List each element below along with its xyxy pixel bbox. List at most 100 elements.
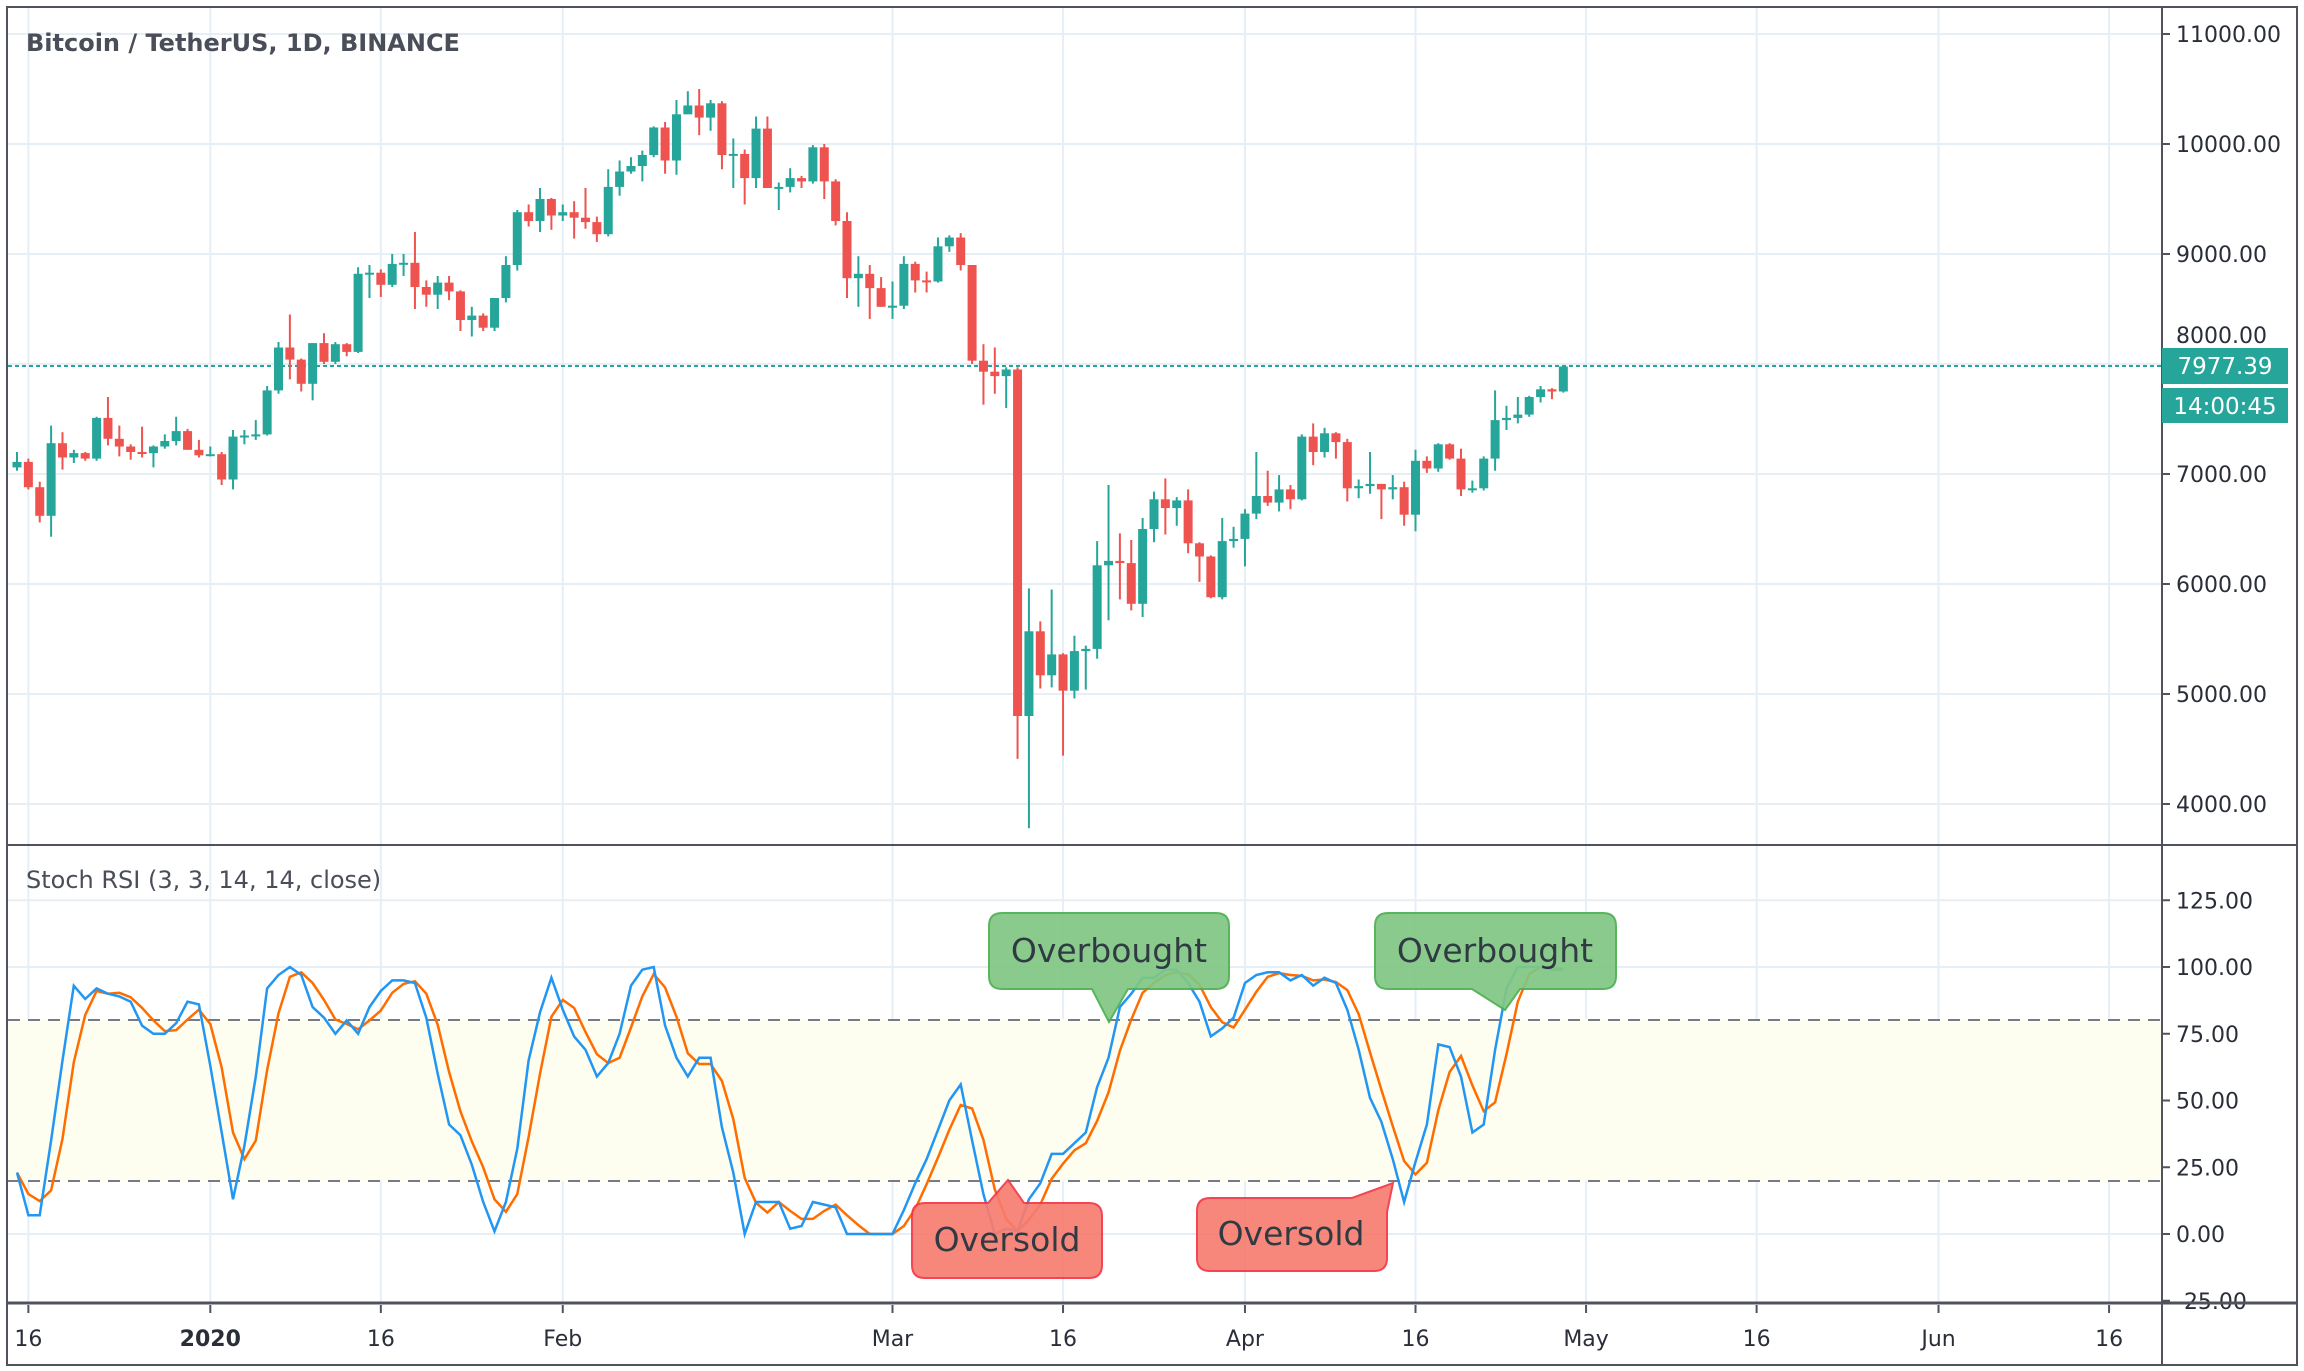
candle-body: [694, 105, 704, 118]
price-tick-label: 9000.00: [2176, 243, 2267, 268]
candle-body: [1536, 389, 1546, 397]
time-tick-label: 16: [1743, 1327, 1771, 1352]
candle-body: [1092, 565, 1102, 649]
overbought-label-2: Overbought: [1397, 931, 1593, 970]
candle-body: [751, 128, 761, 179]
time-tick-label: 2020: [180, 1327, 241, 1352]
candle-body: [1297, 436, 1307, 500]
candle-body: [274, 347, 284, 391]
candle-down: [137, 426, 147, 458]
candle-body: [1331, 433, 1341, 443]
candle-body: [1445, 444, 1455, 459]
candle-body: [978, 360, 988, 372]
candle-body: [126, 446, 136, 452]
time-tick-label: Mar: [872, 1327, 914, 1352]
candle-down: [478, 313, 488, 331]
candle-body: [1456, 458, 1466, 490]
candle-body: [1320, 433, 1330, 452]
candle-body: [308, 343, 318, 384]
candle-down: [922, 271, 932, 293]
candle-body: [364, 272, 374, 275]
candle-up: [1240, 509, 1250, 567]
candle-body: [660, 127, 670, 161]
candle-up: [262, 386, 272, 436]
time-tick-label: 16: [2095, 1327, 2123, 1352]
candle-up: [1149, 491, 1159, 543]
candle-body: [808, 147, 818, 182]
time-tick-label: 16: [367, 1327, 395, 1352]
candle-body: [546, 199, 556, 216]
candle-down: [1285, 485, 1295, 510]
candle-body: [57, 443, 67, 458]
candle-down: [762, 116, 772, 188]
indicator-label[interactable]: Stoch RSI (3, 3, 14, 14, close): [26, 866, 381, 894]
candle-body: [12, 461, 22, 468]
price-tick-label: 5000.00: [2176, 683, 2267, 708]
price-axis[interactable]: 11000.00 10000.00 9000.00 8000.00 7000.00 600…: [2162, 23, 2281, 818]
overbought-callout-1[interactable]: Overbought: [988, 912, 1230, 1025]
candle-up: [1138, 518, 1148, 617]
candle-body: [1194, 543, 1204, 557]
price-tick-label: 6000.00: [2176, 573, 2267, 598]
candle-body: [933, 246, 943, 282]
candle-body: [1149, 499, 1159, 529]
candle-up: [1047, 589, 1057, 688]
candle-body: [785, 178, 795, 187]
candle-up: [1024, 588, 1034, 829]
candle-up: [205, 446, 215, 457]
time-tick-label: May: [1563, 1327, 1608, 1352]
candle-up: [1365, 452, 1375, 494]
candle-down: [1376, 483, 1386, 520]
time-axis[interactable]: 16 2020 16 Feb Mar 16 Apr 16 May 16 Jun 16: [14, 1305, 2123, 1352]
candle-up: [637, 150, 647, 182]
overbought-callout-2[interactable]: Overbought: [1374, 912, 1617, 1012]
candle-body: [1035, 631, 1045, 676]
candle-body: [1001, 369, 1011, 377]
candle-body: [1354, 486, 1364, 489]
last-price-tag: 7977.39: [2162, 348, 2288, 384]
candle-up: [274, 342, 284, 394]
candle-body: [524, 212, 534, 221]
candle-body: [831, 181, 841, 221]
candle-down: [910, 261, 920, 293]
price-tick-label: 10000.00: [2176, 133, 2281, 158]
candle-body: [1490, 420, 1500, 459]
candle-up: [12, 452, 22, 471]
candle-up: [1558, 366, 1568, 393]
time-tick-label: 16: [1402, 1327, 1430, 1352]
candle-body: [137, 452, 147, 454]
stoch-tick-label: 125.00: [2176, 889, 2253, 914]
candle-down: [1115, 533, 1125, 600]
candle-body: [410, 262, 420, 287]
time-tick-label: Apr: [1226, 1327, 1265, 1352]
candle-body: [1342, 442, 1352, 489]
candle-body: [956, 237, 966, 265]
candle-down: [1445, 443, 1455, 460]
candle-body: [717, 103, 727, 155]
candle-body: [1263, 496, 1273, 503]
oversold-callout-2[interactable]: Oversold: [1196, 1181, 1395, 1272]
overbought-label-1: Overbought: [1011, 931, 1207, 970]
candle-down: [1058, 653, 1068, 756]
candle-body: [1365, 483, 1375, 487]
bar-countdown-tag: 14:00:45: [2162, 388, 2288, 423]
candle-down: [1206, 555, 1216, 599]
candle-down: [1342, 438, 1352, 502]
candle-body: [842, 221, 852, 279]
time-tick-label: 16: [1049, 1327, 1077, 1352]
candle-body: [762, 128, 772, 188]
candle-body: [592, 222, 602, 235]
candle-body: [467, 315, 477, 320]
candle-up: [1433, 443, 1443, 472]
oversold-callout-1[interactable]: Oversold: [911, 1178, 1103, 1279]
candle-up: [69, 449, 79, 463]
symbol-title: Bitcoin / TetherUS, 1D, BINANCE: [26, 29, 460, 57]
candle-down: [455, 290, 465, 331]
candle-down: [660, 122, 670, 174]
candle-up: [649, 126, 659, 158]
candle-up: [1479, 456, 1489, 491]
candle-up: [148, 445, 158, 468]
price-tick-label: 7000.00: [2176, 463, 2267, 488]
price-tick-label: 8000.00: [2176, 324, 2267, 349]
